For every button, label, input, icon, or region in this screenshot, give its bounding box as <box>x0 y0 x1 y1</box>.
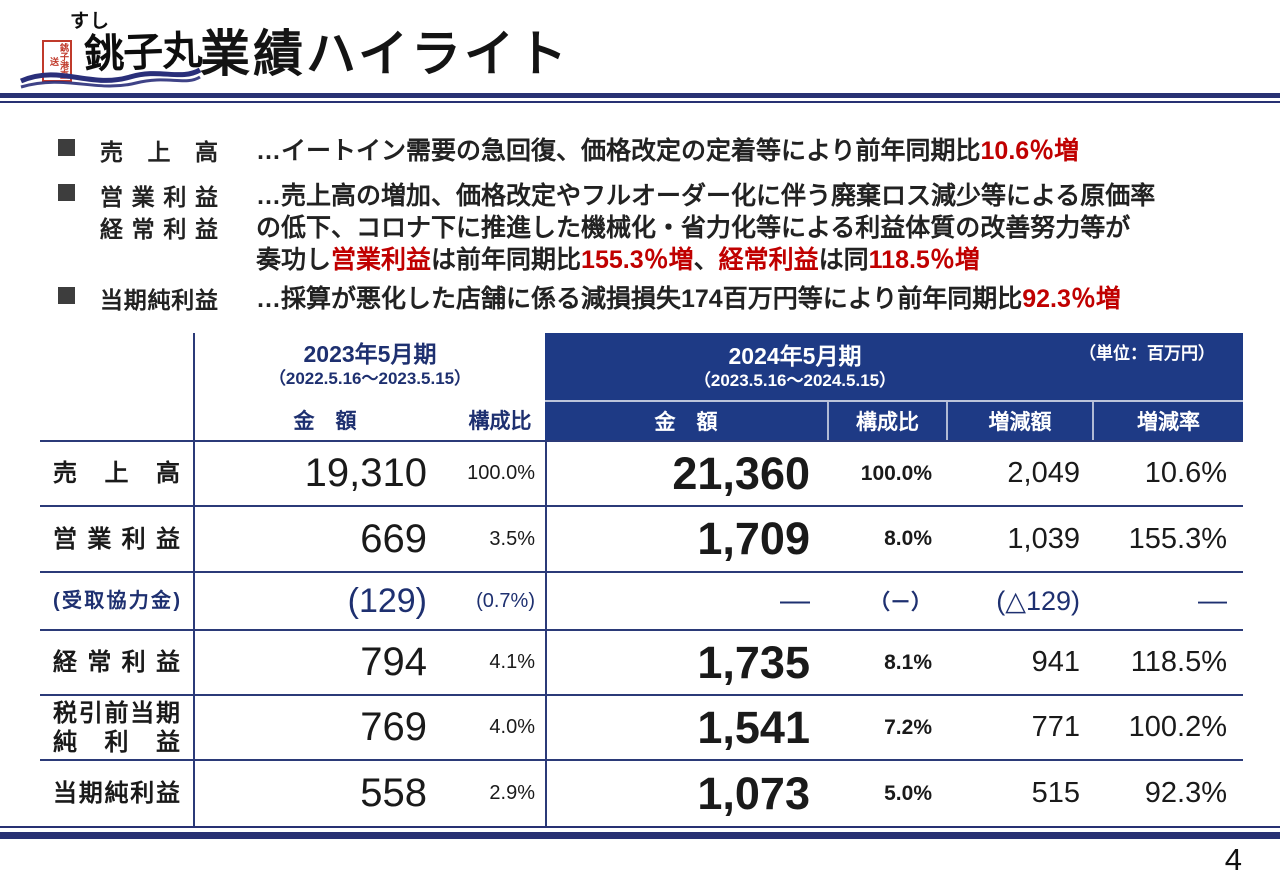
bullet3-label: 当期純利益 <box>100 287 218 313</box>
fy2024-col-diff: 増減額 <box>988 411 1052 434</box>
cell-diff: 1,039 <box>946 505 1092 571</box>
cell-amount-2023: 769 <box>193 694 455 759</box>
cell-amount-2024: 1,735 <box>545 629 830 694</box>
results-table: 2023年5月期 （2022.5.16～2023.5.15） 金 額 構成比 （… <box>40 333 1243 826</box>
seg-black: 、 <box>693 246 719 274</box>
row-label: 経常利益 <box>40 629 193 694</box>
bullet-square-icon <box>58 184 75 201</box>
bullet1-text-black: …イートイン需要の急回復、価格改定の定着等により前年同期比 <box>256 137 981 165</box>
row-label: 当期純利益 <box>40 759 193 826</box>
cell-amount-2024: 1,073 <box>545 759 830 826</box>
cell-ratio-2023: 4.0% <box>455 694 545 759</box>
header-rule-thin <box>0 101 1280 103</box>
cell-rate: 155.3% <box>1092 505 1243 571</box>
cell-rate: ― <box>1092 571 1243 629</box>
cell-ratio-2024: 100.0% <box>830 440 946 505</box>
footer-rule-thin <box>0 826 1280 828</box>
column-divider <box>946 402 948 440</box>
bullet2-text-line3: 奏功し営業利益は前年同期比155.3％増、経常利益は同118.5％増 <box>256 240 980 276</box>
table-vline-mid <box>545 440 547 826</box>
cell-diff: (△129) <box>946 571 1092 629</box>
seg-black: は同 <box>818 246 869 274</box>
cell-amount-2023: 558 <box>193 759 455 826</box>
logo-prefix: すし <box>70 11 111 32</box>
cell-amount-2023: 794 <box>193 629 455 694</box>
page-number: 4 <box>1224 842 1242 877</box>
header-rule-thick <box>0 93 1280 98</box>
bullet2-label-line2: 経常利益 <box>100 216 218 242</box>
cell-diff: 941 <box>946 629 1092 694</box>
footer-rule-thick <box>0 832 1280 839</box>
fy2024-header: 2024年5月期 （2023.5.16～2024.5.15） <box>545 342 1045 392</box>
fy2024-header-block: （単位：百万円） 2024年5月期 （2023.5.16～2024.5.15） … <box>545 333 1243 440</box>
cell-amount-2024: 1,541 <box>545 694 830 759</box>
table-body: 売上高 19,310 100.0% 21,360 100.0% 2,049 10… <box>40 440 1243 826</box>
fy2023-col-amount: 金 額 <box>293 410 357 433</box>
fy2023-title: 2023年5月期 <box>303 341 437 367</box>
bullet1-text: …イートイン需要の急回復、価格改定の定着等により前年同期比10.6％増 <box>256 131 1079 167</box>
cell-amount-2024: 1,709 <box>545 505 830 571</box>
cell-ratio-2023: (0.7%) <box>455 571 545 629</box>
cell-amount-2023: 19,310 <box>193 440 455 505</box>
unit-note: （単位：百万円） <box>1079 344 1215 363</box>
row-label: 税引前当期 純利益 <box>40 694 193 759</box>
cell-ratio-2023: 100.0% <box>455 440 545 505</box>
cell-amount-2024: ― <box>545 571 830 629</box>
seg-red: 118.5％増 <box>868 246 980 274</box>
column-divider <box>1092 402 1094 440</box>
bullet-square-icon <box>58 139 75 156</box>
cell-ratio-2023: 4.1% <box>455 629 545 694</box>
bullet2-text-line2: の低下、コロナ下に推進した機械化・省力化等による利益体質の改善努力等が <box>256 214 1131 242</box>
cell-ratio-2024: 7.2% <box>830 694 946 759</box>
row-label: 売上高 <box>40 440 193 505</box>
page-title: 業績ハイライト <box>200 26 570 82</box>
cell-amount-2024: 21,360 <box>545 440 830 505</box>
cell-ratio-2024: 5.0% <box>830 759 946 826</box>
cell-rate: 100.2% <box>1092 694 1243 759</box>
cell-rate: 10.6% <box>1092 440 1243 505</box>
bullet3-text-black: …採算が悪化した店舗に係る減損損失174百万円等により前年同期比 <box>256 285 1023 313</box>
cell-diff: 771 <box>946 694 1092 759</box>
cell-ratio-2023: 3.5% <box>455 505 545 571</box>
bullet2-text-line1: …売上高の増加、価格改定やフルオーダー化に伴う廃棄ロス減少等による原価率 <box>256 182 1156 210</box>
column-divider <box>827 402 829 440</box>
seg-black: は前年同期比 <box>431 246 582 274</box>
fy2024-col-ratio: 構成比 <box>856 411 919 434</box>
cell-ratio-2024: （－） <box>830 571 946 629</box>
bullet1-text-red: 10.6％増 <box>980 137 1080 165</box>
row-label: (受取協力金) <box>40 571 193 629</box>
cell-ratio-2024: 8.0% <box>830 505 946 571</box>
subheader-divider <box>545 400 1243 402</box>
fy2023-header: 2023年5月期 （2022.5.16～2023.5.15） <box>195 333 545 400</box>
cell-ratio-2023: 2.9% <box>455 759 545 826</box>
cell-rate: 92.3% <box>1092 759 1243 826</box>
seg-red: 営業利益 <box>331 246 432 274</box>
bullet2-label-line1: 営業利益 <box>100 184 218 210</box>
bullet-square-icon <box>58 287 75 304</box>
seg-red: 経常利益 <box>718 246 819 274</box>
row-label: 営業利益 <box>40 505 193 571</box>
bullet3-text-red: 92.3％増 <box>1022 285 1121 313</box>
bullet1-label: 売上高 <box>100 139 218 165</box>
fy2024-col-amount: 金 額 <box>654 411 718 434</box>
fy2024-col-rate: 増減率 <box>1137 411 1200 434</box>
cell-amount-2023: 669 <box>193 505 455 571</box>
cell-ratio-2024: 8.1% <box>830 629 946 694</box>
fy2023-period: （2022.5.16～2023.5.15） <box>268 369 472 388</box>
seg-black: 奏功し <box>256 246 332 274</box>
cell-diff: 515 <box>946 759 1092 826</box>
table-vline-left <box>193 333 195 826</box>
cell-amount-2023: (129) <box>193 571 455 629</box>
seg-red: 155.3％増 <box>581 246 694 274</box>
fy2023-col-ratio: 構成比 <box>468 410 532 433</box>
cell-diff: 2,049 <box>946 440 1092 505</box>
bullet3-text: …採算が悪化した店舗に係る減損損失174百万円等により前年同期比92.3％増 <box>256 279 1121 315</box>
wave-icon <box>20 67 202 89</box>
company-logo: すし 銚子丸 銚子港直送 <box>14 4 202 92</box>
fy2024-period: （2023.5.16～2024.5.15） <box>693 371 897 390</box>
fy2024-title: 2024年5月期 <box>728 343 862 369</box>
cell-rate: 118.5% <box>1092 629 1243 694</box>
